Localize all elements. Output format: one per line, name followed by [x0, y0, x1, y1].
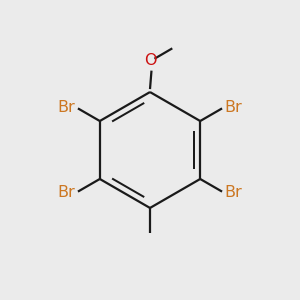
Text: Br: Br: [224, 100, 242, 115]
Text: Br: Br: [224, 185, 242, 200]
Text: Br: Br: [58, 185, 76, 200]
Text: Br: Br: [58, 100, 76, 115]
Text: O: O: [144, 53, 156, 68]
